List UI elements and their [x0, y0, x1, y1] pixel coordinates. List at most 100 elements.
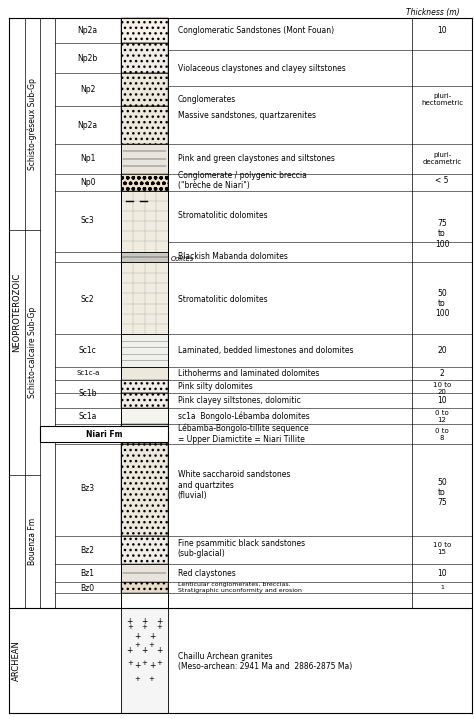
Text: Lébamba-Bongolo-tillite sequence
= Upper Diamictite = Niari Tillite: Lébamba-Bongolo-tillite sequence = Upper… [178, 423, 309, 444]
Text: +: + [149, 632, 155, 641]
Text: +: + [135, 677, 140, 682]
Text: Lithoherms and laminated dolomites: Lithoherms and laminated dolomites [178, 369, 319, 377]
Text: 10: 10 [437, 26, 447, 35]
Text: Np2: Np2 [80, 86, 95, 94]
Bar [121, 444, 168, 536]
Bar [40, 426, 168, 442]
Text: Bouenza Fm: Bouenza Fm [28, 518, 37, 564]
Bar [121, 191, 168, 252]
Text: +: + [134, 632, 140, 641]
Bar [121, 18, 168, 43]
Text: Niari Fm: Niari Fm [86, 430, 123, 439]
Text: +: + [156, 659, 162, 666]
Text: +: + [141, 618, 148, 626]
Text: Conglomerates: Conglomerates [178, 95, 236, 104]
Text: +: + [156, 646, 163, 655]
Bar [121, 367, 168, 380]
Text: +: + [149, 661, 155, 669]
Bar [121, 252, 168, 262]
Text: 50
to
100: 50 to 100 [435, 288, 449, 319]
Bar [121, 408, 168, 424]
Text: +: + [142, 659, 147, 666]
Text: Pink and green claystones and siltstones: Pink and green claystones and siltstones [178, 155, 335, 163]
Bar [121, 43, 168, 73]
Text: +: + [141, 646, 148, 655]
Text: NEOPROTEROZOIC: NEOPROTEROZOIC [12, 273, 21, 352]
Text: sc1a  Bongolo-Lébamba dolomites: sc1a Bongolo-Lébamba dolomites [178, 411, 310, 421]
Text: Chaillu Archean granites
(Meso-archean: 2941 Ma and  2886-2875 Ma): Chaillu Archean granites (Meso-archean: … [178, 652, 352, 671]
Text: Sc1c: Sc1c [79, 347, 97, 355]
Text: Fine psammitic black sandstones
(sub-glacial): Fine psammitic black sandstones (sub-gla… [178, 539, 305, 558]
Text: Sc1b: Sc1b [78, 389, 97, 398]
Text: 0 to
12: 0 to 12 [435, 410, 449, 423]
Text: pluri-
decametric: pluri- decametric [422, 152, 462, 165]
Bar [121, 262, 168, 334]
Text: Sc3: Sc3 [81, 216, 95, 225]
Text: Pink clayey siltstones, dolomitic: Pink clayey siltstones, dolomitic [178, 396, 301, 405]
Text: +: + [156, 618, 163, 626]
Text: Stromatolitic dolomites: Stromatolitic dolomites [178, 296, 267, 304]
Text: 1: 1 [440, 585, 444, 590]
Text: Schisto-calcaire Sub-Gp: Schisto-calcaire Sub-Gp [28, 307, 37, 398]
Text: +: + [134, 661, 140, 669]
Text: Nti1-2: Nti1-2 [77, 431, 99, 436]
Text: +: + [142, 623, 147, 630]
Text: +: + [126, 618, 133, 626]
Text: Bz0: Bz0 [81, 584, 95, 592]
Text: Blackish Mabanda dolomites: Blackish Mabanda dolomites [178, 252, 288, 261]
Text: 50
to
75: 50 to 75 [437, 477, 447, 508]
Text: 0 to
8: 0 to 8 [435, 428, 449, 441]
Text: Sc1c-a: Sc1c-a [76, 370, 100, 376]
Text: +: + [149, 677, 155, 682]
Text: Pink silty dolomites: Pink silty dolomites [178, 382, 253, 390]
Text: Laminated, bedded limestones and dolomites: Laminated, bedded limestones and dolomit… [178, 347, 353, 355]
Text: +: + [128, 659, 133, 666]
Bar [121, 334, 168, 367]
Text: Conglomeratic Sandstones (Mont Fouan): Conglomeratic Sandstones (Mont Fouan) [178, 26, 334, 35]
Text: +: + [126, 646, 133, 655]
Text: 75
to
100: 75 to 100 [435, 219, 449, 249]
Text: +: + [149, 641, 155, 648]
Text: 2: 2 [439, 369, 445, 377]
Bar [121, 564, 168, 582]
Bar [121, 106, 168, 144]
Text: Oolites: Oolites [171, 256, 194, 262]
Text: Np2b: Np2b [78, 54, 98, 63]
Text: Np1: Np1 [80, 155, 95, 163]
Text: Thickness (m): Thickness (m) [406, 9, 460, 17]
Text: Np0: Np0 [80, 178, 95, 187]
Text: White saccharoid sandstones
and quartzites
(fluvial): White saccharoid sandstones and quartzit… [178, 470, 290, 500]
Text: Np2a: Np2a [78, 26, 98, 35]
Text: < 5: < 5 [435, 176, 449, 185]
Text: +: + [135, 641, 140, 648]
Bar [121, 582, 168, 593]
Bar [121, 393, 168, 408]
Bar [121, 380, 168, 393]
Text: Schisto-gréseux Sub-Gp: Schisto-gréseux Sub-Gp [27, 78, 37, 170]
Text: 20: 20 [437, 347, 447, 355]
Bar [121, 73, 168, 106]
Bar [121, 424, 168, 444]
Text: +: + [156, 623, 162, 630]
Text: Bz1: Bz1 [81, 569, 95, 578]
Text: +: + [128, 623, 133, 630]
Text: Violaceous claystones and clayey siltstones: Violaceous claystones and clayey siltsto… [178, 64, 346, 73]
Text: 10 to
20: 10 to 20 [433, 382, 451, 395]
Bar [121, 144, 168, 174]
Text: 10: 10 [437, 569, 447, 578]
Bar [121, 536, 168, 564]
Text: Np2a: Np2a [78, 121, 98, 129]
Text: ARCHEAN: ARCHEAN [12, 640, 21, 681]
Text: Massive sandstones, quartzarenites: Massive sandstones, quartzarenites [178, 111, 316, 119]
Text: Red claystones: Red claystones [178, 569, 236, 578]
Text: Lenticular conglomerates, breccias.
Stratigraphic unconformity and erosion: Lenticular conglomerates, breccias. Stra… [178, 582, 301, 593]
Text: Bz3: Bz3 [81, 485, 95, 493]
Text: Stromatolitic dolomites: Stromatolitic dolomites [178, 211, 267, 220]
Bar [121, 608, 168, 713]
Text: Conglomerate / polygenic breccia
("brèche de Niari"): Conglomerate / polygenic breccia ("brèch… [178, 171, 307, 190]
Text: Bz2: Bz2 [81, 546, 95, 554]
Text: 10 to
15: 10 to 15 [433, 542, 451, 555]
Text: 10: 10 [437, 396, 447, 405]
Bar [121, 174, 168, 191]
Text: Sc1a: Sc1a [79, 412, 97, 421]
